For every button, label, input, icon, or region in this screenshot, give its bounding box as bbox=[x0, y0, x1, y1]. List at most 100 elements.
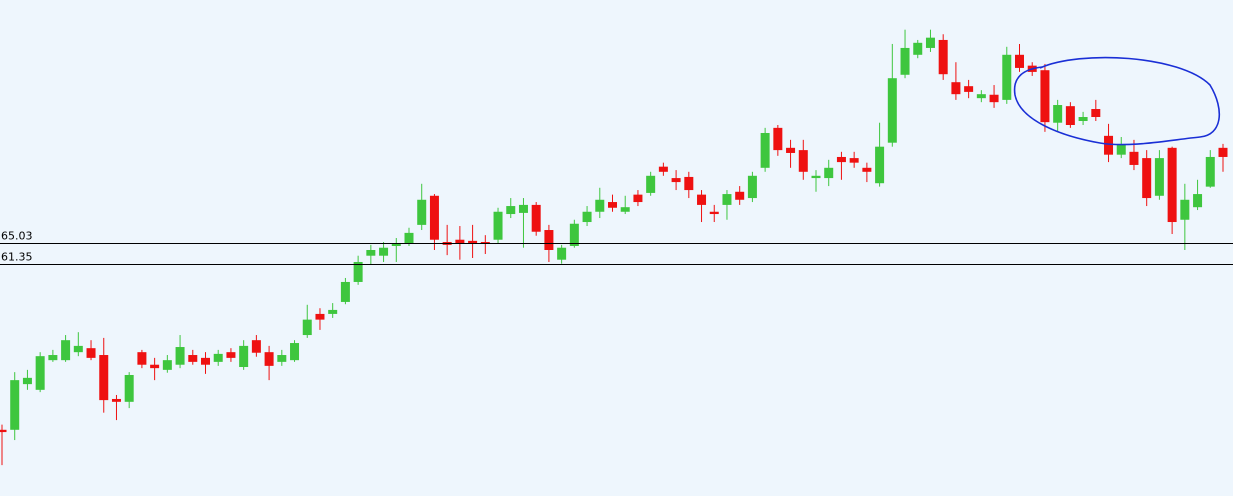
candle-body bbox=[569, 223, 579, 247]
candle-body bbox=[925, 37, 935, 48]
candle-body bbox=[22, 377, 32, 385]
horizontal-line-label: 61.35 bbox=[1, 251, 33, 264]
candle-body bbox=[1129, 151, 1139, 165]
candle-body bbox=[722, 194, 732, 205]
candle-body bbox=[697, 194, 707, 205]
candle-body bbox=[468, 240, 478, 244]
candle-body bbox=[1205, 156, 1215, 187]
candle-body bbox=[964, 86, 974, 92]
candle-body bbox=[671, 178, 681, 183]
candle-body bbox=[277, 355, 287, 362]
candle-body bbox=[862, 167, 872, 172]
candle-body bbox=[315, 313, 325, 320]
candle-body bbox=[1167, 147, 1177, 223]
candle-body bbox=[480, 242, 490, 244]
candle-body bbox=[10, 380, 20, 430]
candle-body bbox=[786, 147, 796, 153]
candle-body bbox=[0, 429, 7, 433]
candle-body bbox=[162, 360, 172, 370]
candle-body bbox=[658, 166, 668, 172]
candle-body bbox=[709, 211, 719, 215]
candle-body bbox=[620, 207, 630, 212]
candle-body bbox=[429, 195, 439, 240]
candle-body bbox=[150, 364, 160, 369]
candle-body bbox=[1078, 117, 1088, 122]
candle-body bbox=[836, 156, 846, 163]
candle-body bbox=[989, 94, 999, 103]
candle-body bbox=[1104, 135, 1114, 155]
candle-body bbox=[111, 398, 121, 402]
candle-body bbox=[251, 340, 261, 353]
candle-body bbox=[264, 352, 274, 366]
candle-body bbox=[1065, 106, 1075, 125]
candle-body bbox=[633, 194, 643, 203]
candle-body bbox=[353, 261, 363, 282]
candle-body bbox=[226, 352, 236, 358]
candle-body bbox=[1154, 158, 1164, 196]
candle-body bbox=[1015, 54, 1024, 68]
candle-body bbox=[213, 353, 223, 362]
candle-body bbox=[1002, 54, 1012, 100]
candle-body bbox=[913, 42, 923, 55]
candle-body bbox=[137, 352, 147, 365]
candle-body bbox=[99, 355, 109, 401]
horizontal-line-label: 65.03 bbox=[1, 230, 33, 243]
candle-body bbox=[824, 167, 834, 179]
candle-body bbox=[61, 340, 71, 361]
candle-body bbox=[417, 199, 427, 225]
candle-body bbox=[1180, 199, 1190, 220]
hand-drawn-circle bbox=[1013, 56, 1221, 146]
candle-body bbox=[798, 150, 808, 172]
candle-body bbox=[239, 345, 249, 368]
candle-body bbox=[595, 199, 605, 212]
candle-body bbox=[811, 175, 821, 179]
candle-body bbox=[493, 211, 503, 240]
candle-body bbox=[849, 158, 859, 163]
candle-body bbox=[404, 232, 414, 244]
candle-body bbox=[506, 206, 516, 215]
candle-body bbox=[531, 204, 541, 232]
candle-body bbox=[86, 348, 96, 358]
candle-body bbox=[302, 319, 312, 336]
candle-body bbox=[201, 357, 210, 365]
candle-body bbox=[1053, 105, 1063, 123]
candle-body bbox=[951, 82, 961, 95]
candle-body bbox=[328, 309, 338, 314]
candle-body bbox=[1116, 144, 1126, 155]
candle-body bbox=[175, 347, 185, 365]
candle-body bbox=[48, 355, 58, 361]
candle-body bbox=[366, 249, 376, 256]
candle-body bbox=[544, 230, 554, 250]
candle-body bbox=[1091, 109, 1101, 118]
candle-body bbox=[1142, 158, 1152, 199]
candle-body bbox=[938, 39, 948, 75]
candle-body bbox=[760, 132, 770, 168]
candle-body bbox=[35, 356, 45, 390]
candle-body bbox=[582, 211, 592, 223]
candle-body bbox=[557, 247, 567, 260]
candle-body bbox=[887, 78, 897, 143]
candle-body bbox=[684, 176, 694, 191]
candle-body bbox=[290, 343, 300, 361]
candle-body bbox=[340, 281, 350, 302]
candle-body bbox=[1218, 147, 1228, 157]
candle-body bbox=[73, 345, 83, 353]
candle-body bbox=[124, 374, 134, 402]
candle-body bbox=[455, 239, 465, 244]
candles bbox=[0, 29, 1228, 466]
candle-body bbox=[1193, 194, 1203, 208]
candle-body bbox=[747, 175, 757, 199]
candle-body bbox=[1040, 70, 1050, 123]
candle-body bbox=[379, 247, 389, 256]
candle-body bbox=[773, 127, 783, 151]
candle-body bbox=[875, 146, 885, 184]
candle-body bbox=[735, 191, 745, 200]
candle-body bbox=[608, 202, 617, 208]
candle-body bbox=[900, 47, 910, 75]
candle-body bbox=[976, 94, 986, 99]
candle-body bbox=[391, 243, 401, 247]
candle-body bbox=[646, 175, 656, 193]
